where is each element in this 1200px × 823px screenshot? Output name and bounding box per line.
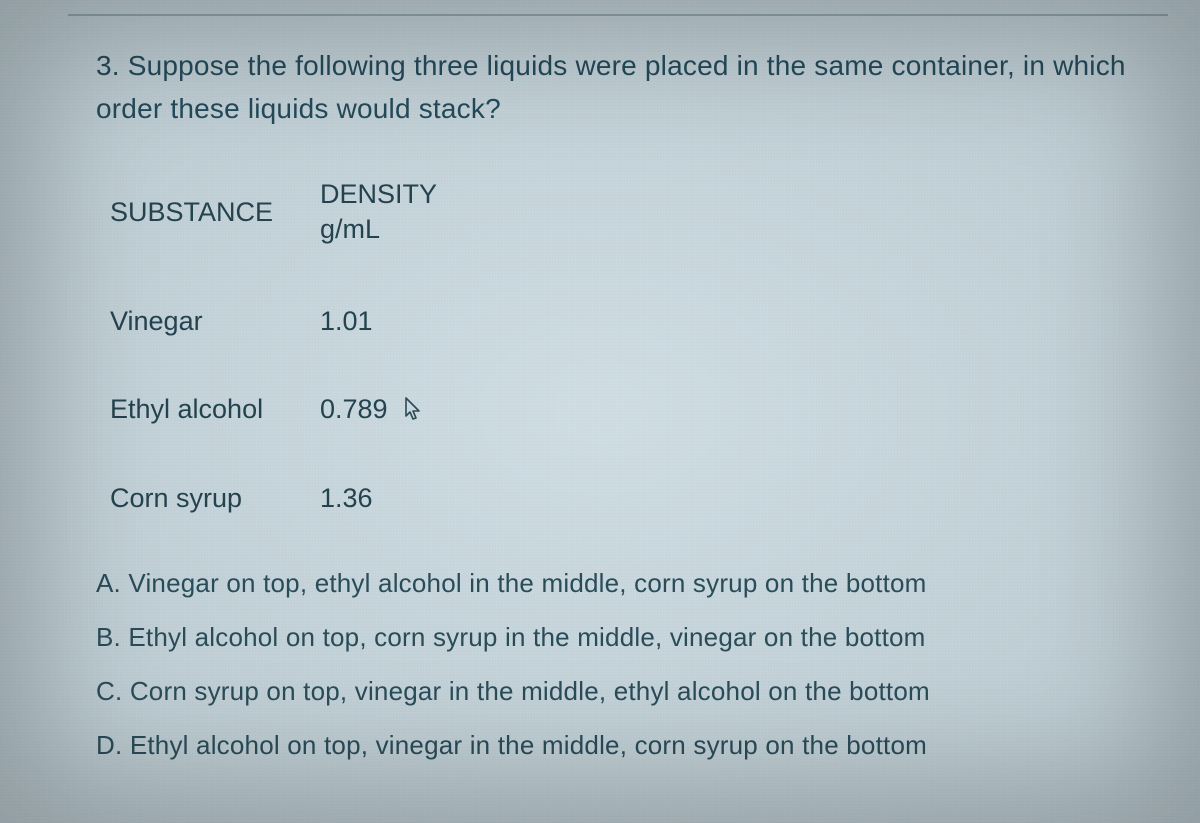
cell-density: 0.789: [320, 394, 388, 424]
cell-substance: Ethyl alcohol: [110, 393, 320, 425]
cell-substance: Vinegar: [110, 305, 320, 337]
option-a[interactable]: A. Vinegar on top, ethyl alcohol in the …: [96, 570, 1140, 596]
option-d[interactable]: D. Ethyl alcohol on top, vinegar in the …: [96, 732, 1140, 758]
density-table: SUBSTANCE DENSITY g/mL Vinegar 1.01 Ethy…: [110, 177, 1140, 514]
table-header-row: SUBSTANCE DENSITY g/mL: [110, 177, 1140, 247]
frame-top-line: [68, 14, 1168, 16]
question-text: 3. Suppose the following three liquids w…: [96, 44, 1140, 131]
cell-density: 1.36: [320, 482, 520, 514]
table-row: Ethyl alcohol 0.789: [110, 393, 1140, 425]
table-row: Vinegar 1.01: [110, 305, 1140, 337]
cell-density: 1.01: [320, 305, 520, 337]
table-row: Corn syrup 1.36: [110, 482, 1140, 514]
header-density-line2: g/mL: [320, 212, 520, 247]
header-density-line1: DENSITY: [320, 177, 520, 212]
answer-options: A. Vinegar on top, ethyl alcohol in the …: [96, 570, 1140, 758]
cursor-icon: [403, 396, 423, 422]
header-density: DENSITY g/mL: [320, 177, 520, 247]
header-substance: SUBSTANCE: [110, 196, 320, 228]
option-c[interactable]: C. Corn syrup on top, vinegar in the mid…: [96, 678, 1140, 704]
question-block: 3. Suppose the following three liquids w…: [96, 44, 1140, 803]
cell-density-with-cursor: 0.789: [320, 393, 520, 425]
cell-substance: Corn syrup: [110, 482, 320, 514]
option-b[interactable]: B. Ethyl alcohol on top, corn syrup in t…: [96, 624, 1140, 650]
